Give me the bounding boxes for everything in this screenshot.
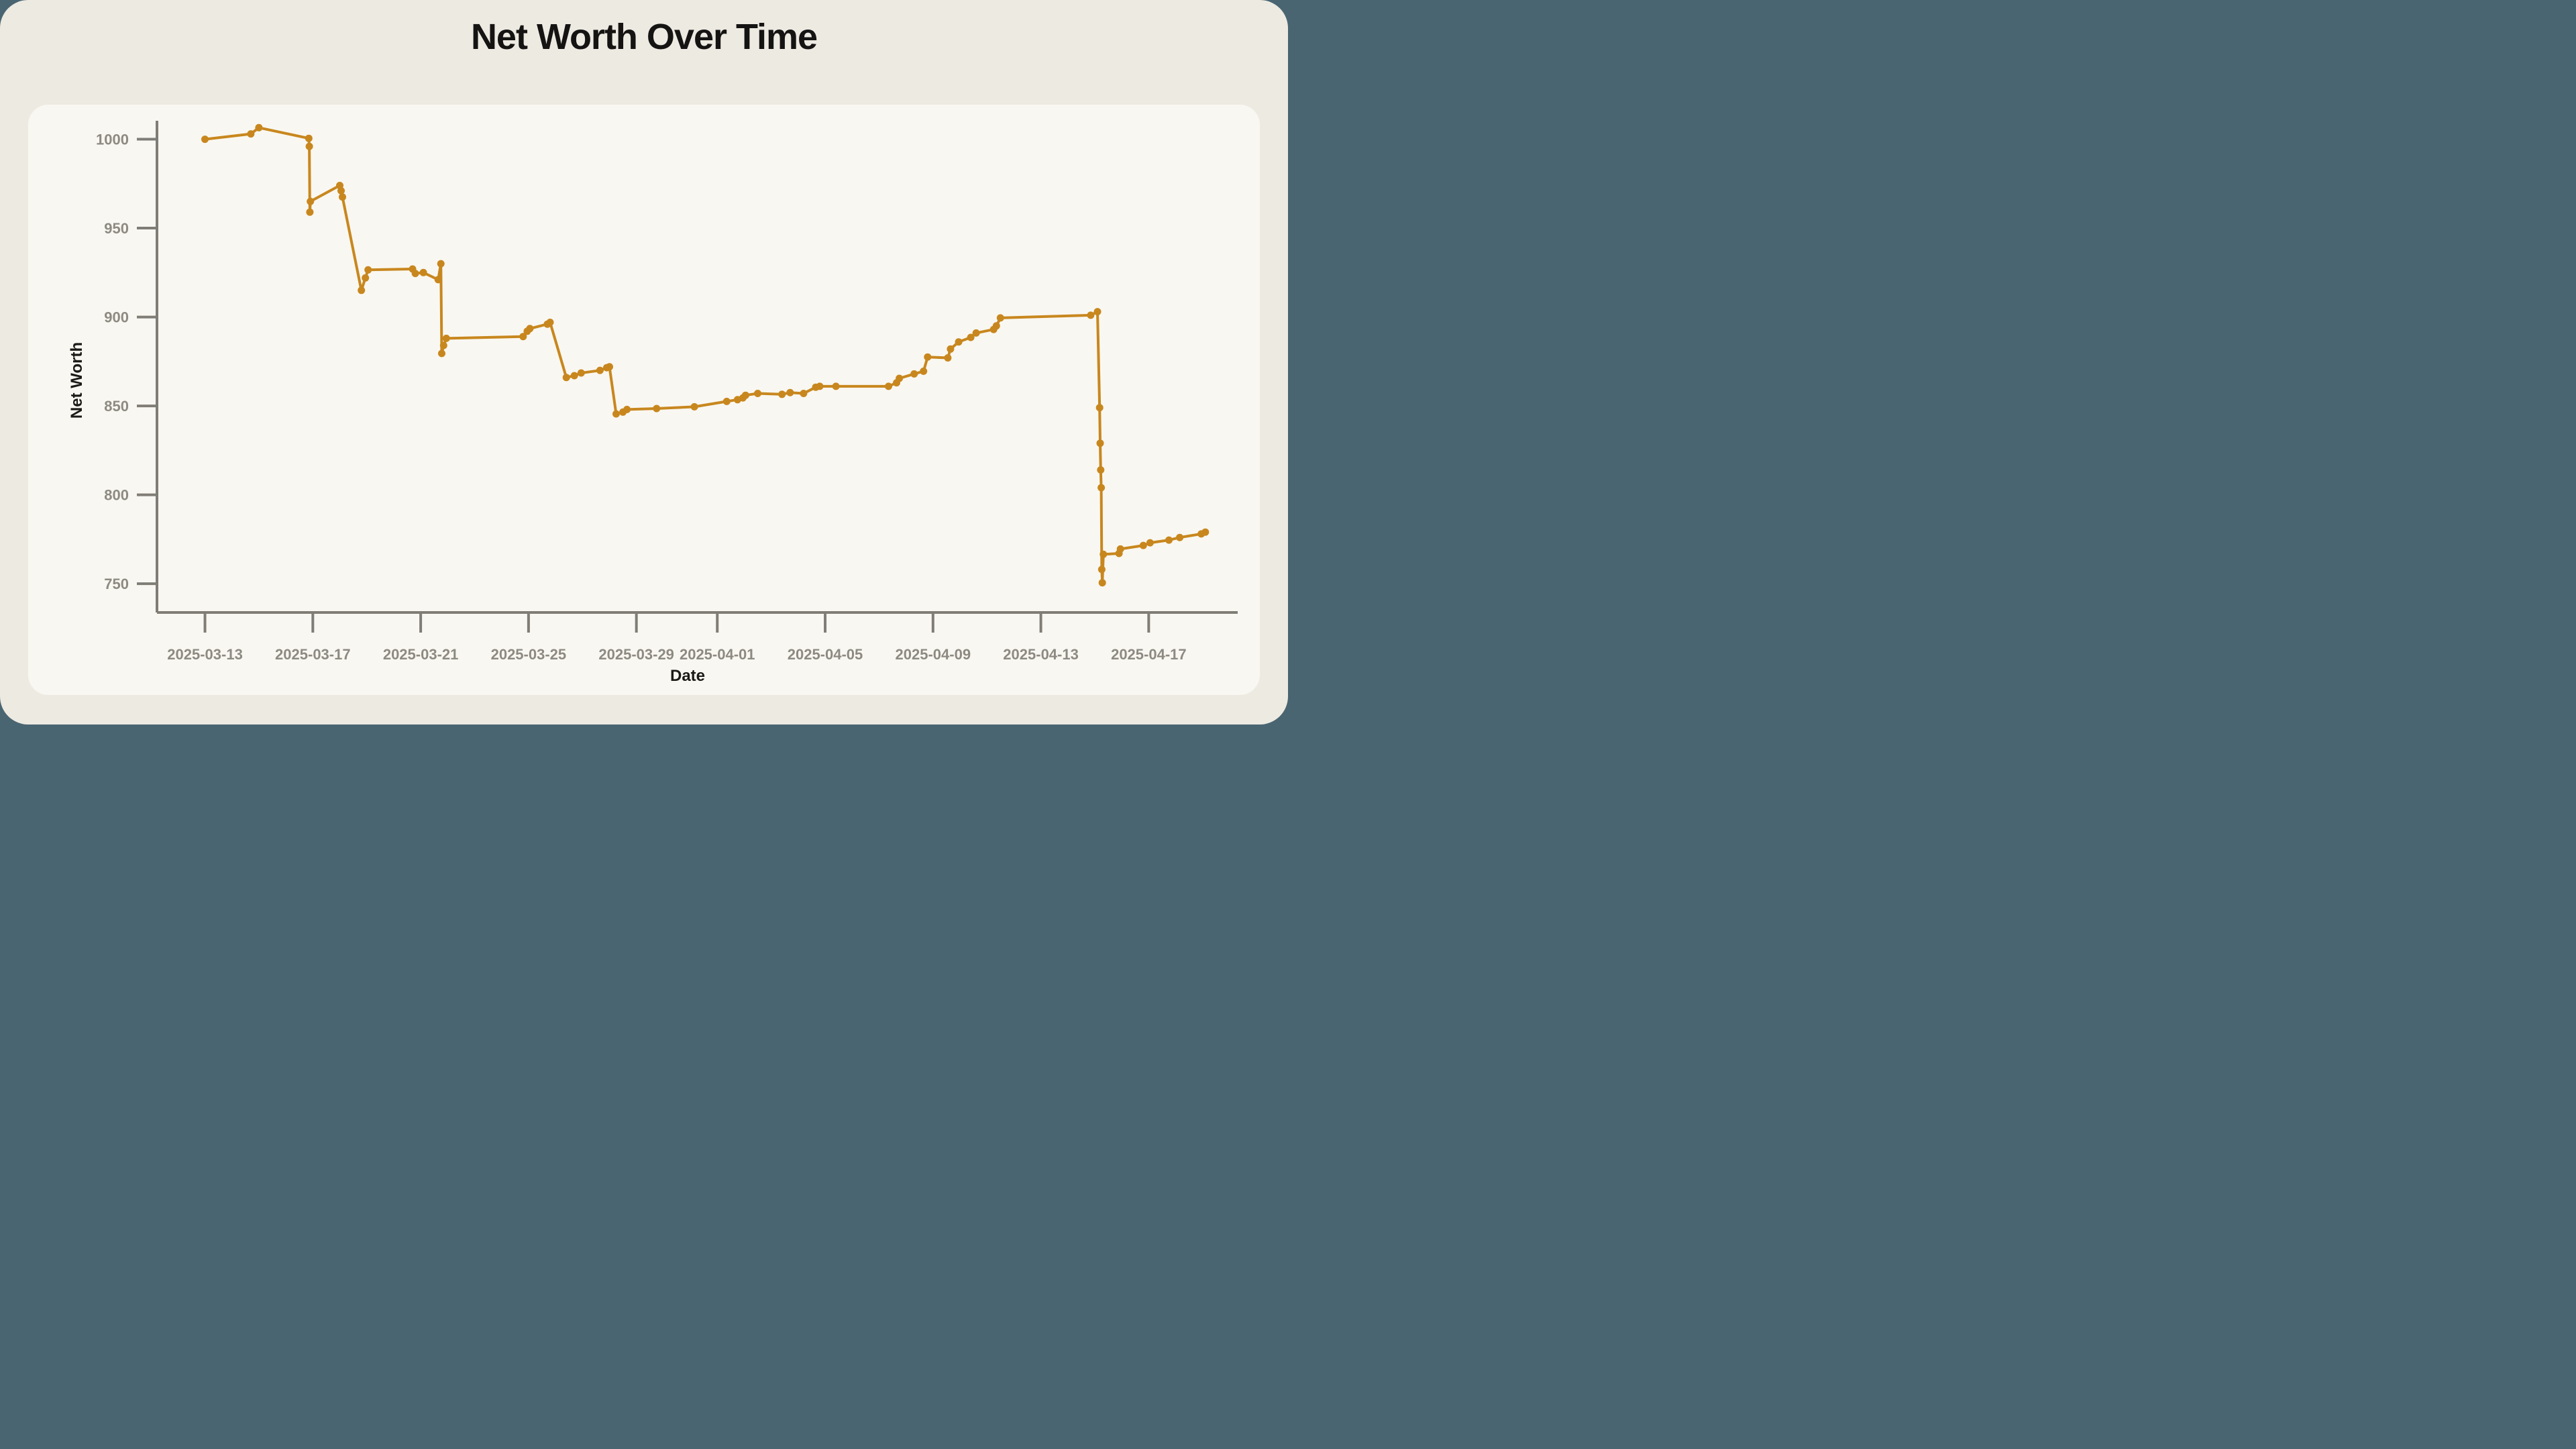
- y-tick-label: 1000: [96, 131, 129, 148]
- data-point: [442, 334, 450, 342]
- x-tick-label: 2025-04-01: [680, 646, 755, 663]
- data-point: [1097, 566, 1106, 574]
- data-point: [339, 193, 346, 201]
- data-point: [337, 186, 345, 195]
- tick-labels: 1000 950 900 850 800 750 2025-03-13 2025-03-17 2…: [96, 131, 1187, 663]
- data-point: [778, 390, 786, 398]
- x-tick-label: 2025-03-17: [275, 646, 351, 663]
- data-point: [885, 382, 892, 390]
- data-point: [1146, 539, 1154, 547]
- y-tick-label: 750: [104, 576, 129, 592]
- x-tick-label: 2025-03-21: [383, 646, 459, 663]
- data-point: [411, 270, 419, 278]
- x-axis-label: Date: [669, 667, 706, 685]
- data-point: [437, 260, 445, 268]
- data-point: [1095, 404, 1104, 412]
- data-point: [1176, 533, 1184, 541]
- data-point: [519, 333, 527, 341]
- y-axis-label: Net Worth: [68, 341, 86, 419]
- data-point: [306, 208, 314, 216]
- x-tick-label: 2025-04-13: [1003, 646, 1079, 663]
- data-point: [305, 142, 313, 150]
- data-point: [1096, 439, 1104, 447]
- data-point: [1116, 545, 1124, 553]
- data-point: [362, 274, 370, 282]
- data-point: [612, 410, 620, 418]
- data-point: [1097, 466, 1105, 474]
- data-point: [577, 369, 585, 377]
- data-point: [1097, 484, 1106, 492]
- data-point: [1098, 579, 1106, 587]
- data-point: [920, 367, 928, 375]
- data-point: [606, 363, 613, 371]
- data-point: [832, 382, 840, 390]
- x-tick-label: 2025-03-29: [598, 646, 674, 663]
- data-point: [896, 374, 904, 382]
- data-point: [570, 372, 578, 380]
- data-point: [1201, 528, 1210, 536]
- data-point: [754, 390, 761, 397]
- data-point: [1093, 308, 1102, 316]
- net-worth-line: [203, 126, 1207, 584]
- data-point: [526, 325, 534, 333]
- data-point: [653, 405, 661, 413]
- data-point: [996, 314, 1004, 322]
- y-tick-label: 800: [104, 487, 129, 504]
- net-worth-series: [201, 123, 1210, 587]
- data-point: [722, 397, 731, 405]
- app-card: Net Worth Over Time 1000 950 900 850 800 750 2…: [0, 0, 1288, 724]
- data-point: [419, 268, 427, 276]
- data-point: [364, 266, 372, 274]
- data-point: [955, 338, 963, 346]
- data-point: [307, 197, 315, 205]
- x-tick-label: 2025-03-13: [167, 646, 243, 663]
- data-point: [439, 341, 447, 350]
- tick-marks: [137, 138, 1150, 633]
- x-tick-label: 2025-03-25: [491, 646, 567, 663]
- chart-title: Net Worth Over Time: [470, 17, 818, 57]
- data-point: [947, 345, 955, 353]
- data-point: [255, 123, 263, 131]
- x-tick-label: 2025-04-17: [1111, 646, 1187, 663]
- data-point: [623, 405, 631, 413]
- data-point: [1099, 550, 1108, 558]
- data-point: [741, 391, 749, 399]
- data-point: [944, 354, 952, 362]
- data-point: [1087, 311, 1095, 319]
- data-point: [816, 382, 824, 390]
- x-tick-label: 2025-04-05: [788, 646, 863, 663]
- data-point: [434, 276, 442, 284]
- data-point: [546, 319, 554, 326]
- data-point: [910, 370, 918, 378]
- data-point: [690, 402, 698, 411]
- axes: [156, 121, 1238, 614]
- data-point: [786, 388, 794, 396]
- data-point: [1165, 536, 1173, 544]
- data-point: [562, 374, 570, 382]
- data-point: [596, 366, 604, 374]
- chart-panel: [28, 105, 1260, 695]
- data-point: [201, 136, 209, 144]
- data-point: [247, 130, 255, 138]
- y-tick-label: 950: [104, 220, 129, 237]
- data-point: [972, 329, 980, 337]
- net-worth-line-chart: 1000 950 900 850 800 750 2025-03-13 2025-03-17 2…: [96, 121, 1238, 663]
- y-tick-label: 900: [104, 309, 129, 326]
- data-point: [967, 333, 975, 341]
- data-point: [992, 322, 1000, 330]
- data-point: [924, 353, 932, 361]
- data-point: [438, 350, 445, 358]
- data-point: [305, 134, 313, 142]
- y-tick-label: 850: [104, 398, 129, 415]
- data-point: [358, 286, 366, 294]
- data-point: [1139, 541, 1147, 549]
- data-point: [800, 390, 808, 397]
- x-tick-label: 2025-04-09: [896, 646, 971, 663]
